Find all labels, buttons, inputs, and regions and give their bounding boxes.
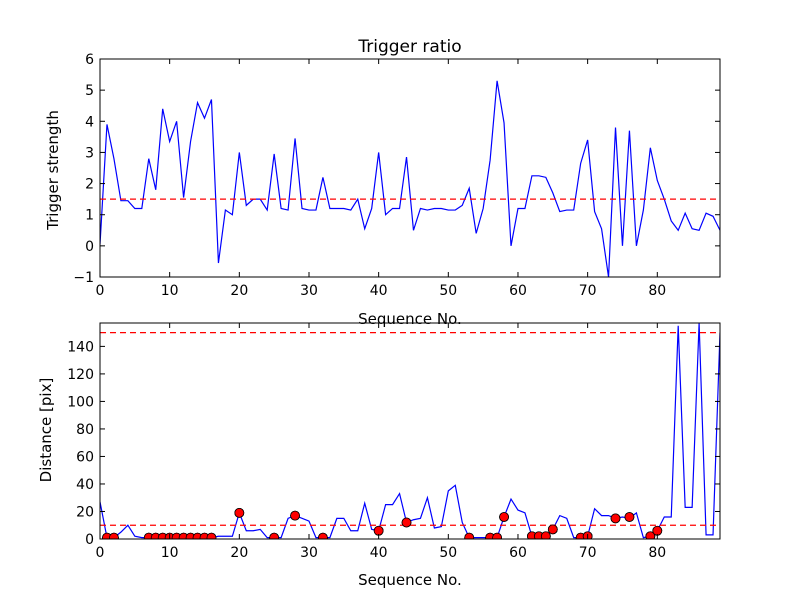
data-point [652,525,663,536]
trigger-ratio-chart: Trigger ratio Sequence No. Trigger stren… [44,37,721,328]
y-tick-label: 40 [76,477,94,493]
data-point [499,512,509,522]
x-axis-label: Sequence No. [358,310,462,328]
y-tick-label: 3 [85,145,94,161]
x-tick-label: 60 [509,283,527,299]
x-tick-label: 60 [509,545,527,561]
y-tick-label: 2 [85,177,94,193]
y-tick-label: 20 [76,504,94,520]
x-tick-label: 10 [161,283,179,299]
y-tick-label: 4 [85,114,94,130]
y-tick-label: 60 [76,449,94,465]
x-tick-label: 70 [579,283,597,299]
x-tick-label: 80 [648,545,666,561]
data-point [206,532,217,539]
x-tick-label: 20 [230,283,248,299]
data-point [610,513,621,524]
data-point [401,517,412,528]
y-tick-label: 140 [67,339,94,355]
y-tick-label: −1 [73,270,94,286]
plot-frame [99,58,721,278]
y-tick-label: 1 [85,208,94,224]
x-tick-label: 20 [230,545,248,561]
x-tick-label: 70 [579,545,597,561]
y-tick-label: 120 [67,367,94,383]
x-tick-label: 30 [300,545,318,561]
data-point [645,531,656,539]
chart-title: Trigger ratio [357,37,461,57]
data-point [624,512,635,522]
data-point [234,507,245,518]
plot-area [100,80,720,277]
x-tick-label: 0 [96,545,105,561]
data-point [373,525,384,536]
x-tick-label: 50 [439,545,457,561]
x-tick-label: 80 [648,283,666,299]
y-tick-label: 0 [85,532,94,548]
x-tick-label: 40 [370,545,388,561]
distance-chart: Sequence No. Distance [pix] 0 10 20 30 40 50 6… [37,322,721,589]
x-tick-label: 0 [96,283,105,299]
data-point [109,532,119,539]
data-point [464,532,475,539]
y-tick-label: 100 [67,394,94,410]
x-tick-label: 10 [161,545,179,561]
y-axis-label: Trigger strength [44,110,62,231]
plot-frame [99,322,721,540]
y-tick-label: 5 [85,83,94,99]
x-axis-label: Sequence No. [358,571,462,589]
data-point [540,531,551,539]
data-point [492,532,502,539]
x-tick-label: 40 [370,283,388,299]
x-tick-label: 50 [439,283,457,299]
plot-area [100,323,720,539]
series-line [100,80,720,277]
y-axis-label: Distance [pix] [37,378,55,483]
data-point [547,524,558,535]
data-point [290,510,300,521]
x-tick-label: 30 [300,283,318,299]
data-point [269,532,280,539]
y-tick-label: 0 [85,239,94,255]
y-tick-label: 6 [85,52,94,68]
y-tick-label: 80 [76,422,94,438]
data-point [318,532,328,539]
